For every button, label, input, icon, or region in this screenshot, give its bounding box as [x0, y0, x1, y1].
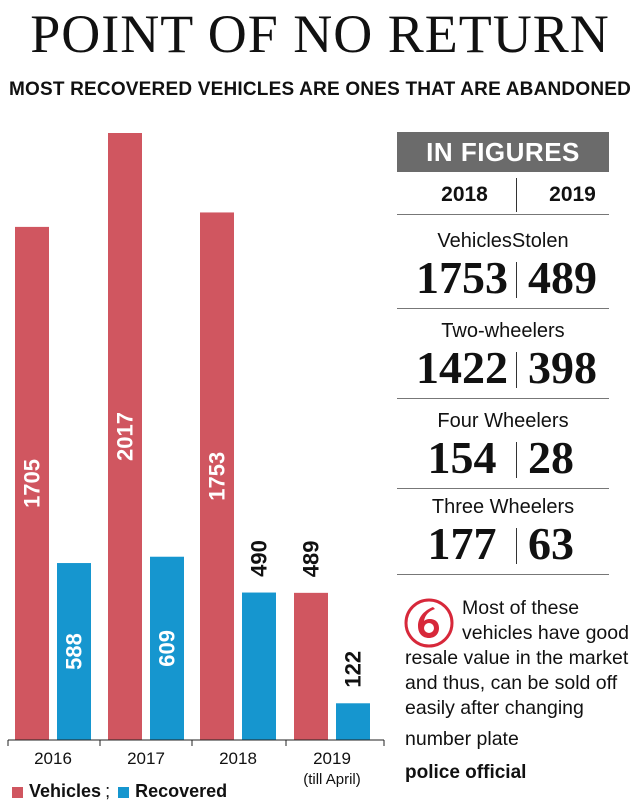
panel-row-label: Three Wheelers — [431, 496, 575, 518]
bar-value-label-vehicles-2019: 489 — [299, 540, 324, 577]
panel-value-2018: 154 — [427, 432, 497, 483]
x-tick-label: 2017 — [127, 749, 165, 768]
note-line: Most of these — [462, 597, 580, 619]
panel-value-2019: 63 — [528, 518, 574, 569]
panel-divider — [516, 178, 517, 212]
bar-vehicles-2017 — [108, 133, 142, 740]
bar-recovered-2018 — [242, 592, 276, 740]
x-tick-sublabel: (till April) — [303, 771, 361, 788]
bar-vehicles-2018 — [200, 212, 234, 741]
x-tick-label: 2019 — [313, 749, 351, 768]
panel-year-2018: 2018 — [441, 183, 488, 206]
panel-rule — [397, 308, 609, 309]
note-source: police official — [405, 762, 527, 783]
panel-rule — [397, 214, 609, 215]
panel-rule — [397, 488, 609, 489]
bars-group: 1705 588 2017 609 1753 490 489 122 — [15, 133, 370, 741]
panel-row-label: VehiclesStolen — [437, 230, 569, 252]
note-line: and thus, can be sold off — [405, 672, 618, 694]
legend-swatch-vehicles — [12, 786, 23, 798]
legend-label-vehicles: Vehicles — [29, 781, 102, 801]
panel-value-2018: 177 — [427, 518, 497, 569]
legend-swatch-recovered — [118, 786, 130, 798]
bar-value-label-recovered-2016: 588 — [62, 633, 87, 670]
chart-legend: Vehicles; Recovered — [12, 780, 227, 802]
panel-divider — [516, 528, 517, 564]
panel-value-2019: 398 — [528, 342, 597, 393]
chart-subtitle: MOST RECOVERED VEHICLES ARE ONES THAT AR… — [8, 79, 632, 100]
in-figures-header: IN FIGURES — [397, 132, 609, 172]
panel-year-2019: 2019 — [549, 183, 596, 206]
panel-value-2019: 489 — [528, 252, 597, 303]
panel-rule — [397, 574, 609, 575]
note-text: Most of these vehicles have good resale … — [405, 596, 633, 752]
bar-value-label-vehicles-2017: 2017 — [113, 412, 138, 461]
legend-separator: ; — [105, 781, 111, 801]
panel-row-label: Two-wheelers — [441, 320, 565, 342]
note-line: easily after changing — [405, 697, 584, 719]
bar-value-label-recovered-2019: 122 — [341, 651, 366, 688]
panel-divider — [516, 442, 517, 478]
bar-value-label-recovered-2017: 609 — [155, 630, 180, 667]
panel-value-2018: 1753 — [416, 252, 508, 303]
chart-title: POINT OF NO RETURN — [30, 4, 610, 64]
x-tick-label: 2018 — [219, 749, 257, 768]
note-line: vehicles have good — [462, 622, 629, 644]
panel-divider — [516, 262, 517, 298]
legend-label-recovered: Recovered — [135, 781, 228, 801]
bar-value-label-recovered-2018: 490 — [247, 540, 272, 577]
bar-recovered-2016 — [57, 563, 91, 740]
panel-value-2018: 1422 — [416, 342, 508, 393]
bar-recovered-2017 — [150, 556, 184, 740]
bar-chart: 1705 588 2017 609 1753 490 489 122 2016 2017 2018… — [7, 133, 385, 788]
bar-value-label-vehicles-2018: 1753 — [205, 452, 230, 501]
quote-mark-icon — [404, 598, 454, 648]
note-line: number plate — [405, 728, 519, 750]
bar-value-label-vehicles-2016: 1705 — [20, 459, 45, 508]
x-tick-label: 2016 — [34, 749, 72, 768]
x-axis: 2016 2017 2018 2019 (till April) — [7, 739, 385, 788]
panel-rule — [397, 398, 609, 399]
bar-vehicles-2016 — [15, 226, 49, 740]
panel-value-2019: 28 — [528, 432, 574, 483]
bar-vehicles-2019 — [294, 592, 328, 740]
note-line: resale value in the market — [405, 647, 629, 669]
panel-divider — [516, 352, 517, 388]
panel-row-label: Four Wheelers — [437, 410, 569, 432]
bar-recovered-2019 — [336, 703, 370, 740]
